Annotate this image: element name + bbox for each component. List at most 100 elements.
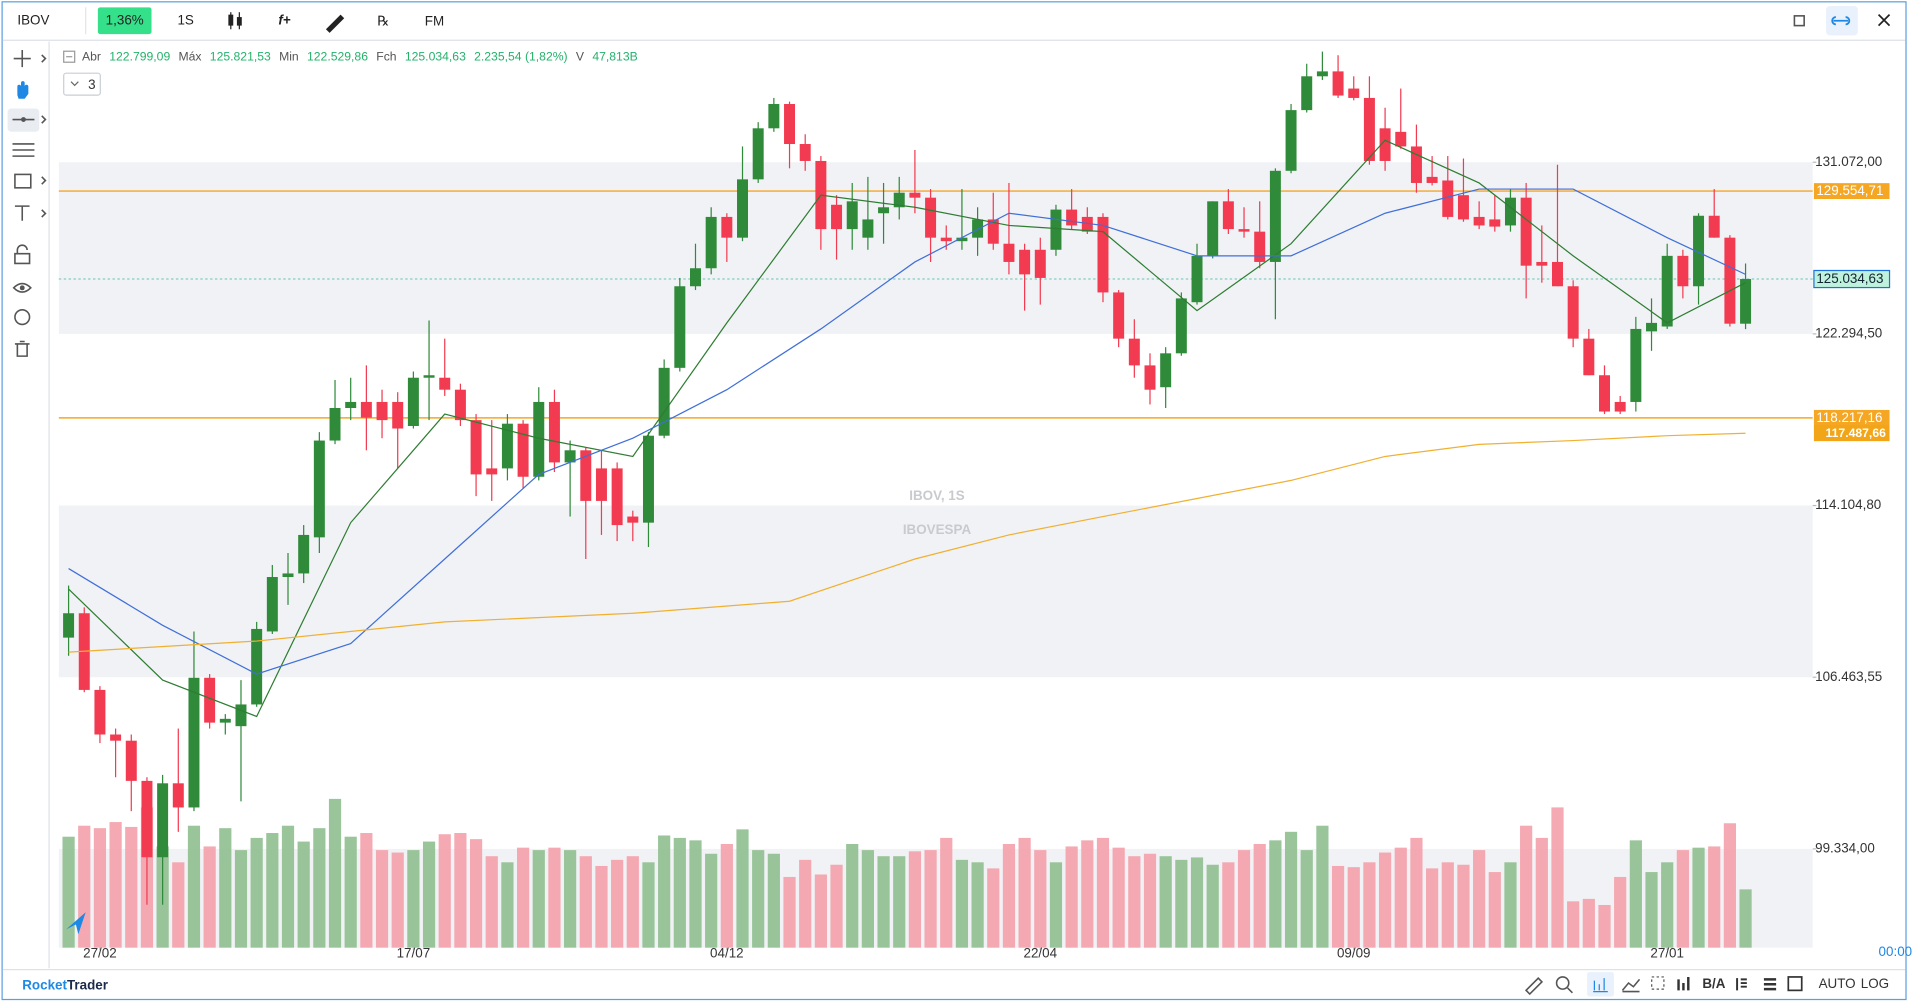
candle-body (1473, 216, 1485, 226)
hline-label: 129.554,71 (1816, 183, 1883, 198)
candle-body (784, 104, 796, 145)
volume-bar (1661, 862, 1674, 948)
lines-tool[interactable] (12, 143, 35, 157)
grid-icon[interactable] (1651, 976, 1665, 990)
candle-body (501, 423, 513, 469)
top-toolbar: IBOV 1,36% 1S f+ ℞ FM (2, 6, 1906, 41)
volume-bar (438, 834, 451, 948)
indicator-toggle[interactable] (63, 72, 101, 96)
candle-body (376, 401, 388, 421)
candle-body (768, 104, 780, 129)
candle-body (1144, 365, 1156, 390)
candle-body (1677, 255, 1689, 287)
candle-body (1661, 255, 1673, 327)
bid-ask-button[interactable]: B/A (1702, 976, 1725, 991)
symbol[interactable]: IBOV (17, 12, 49, 27)
y-tick-label: 99.334,00 (1815, 840, 1875, 855)
crosshair-tool[interactable] (13, 50, 31, 68)
candle-type-button[interactable] (228, 12, 242, 30)
fm-button[interactable]: FM (425, 14, 444, 29)
volume-bar (313, 828, 326, 948)
list-icon[interactable] (1763, 978, 1777, 991)
candle-body (674, 286, 686, 368)
candle-body (313, 440, 325, 538)
candle-body (893, 192, 905, 208)
candle-body (1740, 279, 1752, 324)
volume-bar (1253, 844, 1266, 948)
candle-body (1238, 229, 1250, 232)
compare-icon[interactable] (1621, 978, 1641, 993)
candle-body (1269, 170, 1281, 262)
candle-body (219, 718, 231, 723)
hand-tool[interactable] (17, 81, 29, 99)
text-tool[interactable] (14, 205, 30, 221)
close[interactable] (1877, 14, 1891, 27)
legend-value: 125.821,53 (210, 50, 271, 64)
candle-body (141, 780, 153, 858)
book-icon[interactable] (1736, 978, 1747, 991)
indicators-button[interactable]: f+ (278, 12, 290, 27)
y-tick-label: 114.104,80 (1815, 497, 1881, 512)
lock-tool[interactable] (14, 244, 31, 265)
candle-body (1301, 76, 1313, 111)
volume-bar (955, 859, 969, 948)
trash-tool[interactable] (14, 340, 30, 357)
candle-body (298, 534, 310, 574)
volume-bar (454, 833, 467, 948)
volume-bar (1190, 857, 1204, 948)
hline-box (1813, 183, 1890, 200)
log-button[interactable]: LOG (1861, 976, 1889, 991)
eye-tool[interactable] (12, 282, 32, 293)
volume-toggle[interactable] (1593, 978, 1608, 993)
candle-body (1457, 195, 1469, 220)
candle-body (1050, 209, 1062, 250)
candle-body (1646, 322, 1658, 332)
navigate-icon[interactable] (66, 912, 86, 935)
candle-body (878, 207, 890, 214)
volume-bar (1159, 856, 1172, 948)
last-price: 125.034,63 (1816, 271, 1883, 286)
volume-bar (1363, 862, 1376, 948)
volume-bar (422, 841, 436, 948)
help-tool[interactable] (14, 309, 31, 326)
studies-button[interactable]: ℞ (377, 14, 389, 29)
candle-body (595, 468, 607, 501)
volume-bar (1175, 859, 1188, 948)
legend-label: Máx (179, 50, 202, 64)
candle-body (1316, 71, 1328, 77)
candle-body (972, 219, 984, 238)
volume-bar (407, 850, 420, 948)
volume-bar (1551, 807, 1564, 948)
maximize[interactable] (1793, 15, 1805, 27)
candle-body (1191, 255, 1203, 303)
volume-bar (172, 862, 185, 948)
auto-button[interactable]: AUTO (1819, 976, 1856, 991)
collapse-box[interactable] (63, 50, 76, 63)
volume-bar (1002, 844, 1016, 948)
candle-body (157, 783, 169, 858)
rect-tool[interactable] (14, 173, 32, 189)
candle-body (690, 268, 701, 287)
y-tick-label: 122.294,50 (1815, 325, 1882, 340)
draw-button[interactable] (325, 14, 345, 33)
clock: 00:00 (1879, 944, 1913, 959)
link[interactable] (1831, 16, 1851, 26)
candle-body (862, 219, 874, 238)
bars-icon[interactable] (1677, 976, 1690, 991)
volume-toggle-bg (1587, 972, 1614, 997)
zoom-icon[interactable] (1555, 976, 1570, 990)
ruler-icon[interactable] (1524, 977, 1544, 996)
candle-body (204, 677, 216, 723)
candle-body (360, 401, 372, 418)
price-band (58, 162, 1813, 334)
volume-bar (328, 798, 342, 948)
window-icon[interactable] (1787, 976, 1803, 992)
candle-body (1724, 237, 1736, 324)
legend-label: Abr (82, 50, 101, 64)
price-band (58, 505, 1813, 678)
candle-body (1332, 71, 1344, 96)
candle-body (454, 389, 466, 421)
interval-button[interactable]: 1S (177, 12, 193, 27)
candle-body (1567, 286, 1579, 339)
watermark-title: IBOV, 1S (909, 488, 964, 503)
